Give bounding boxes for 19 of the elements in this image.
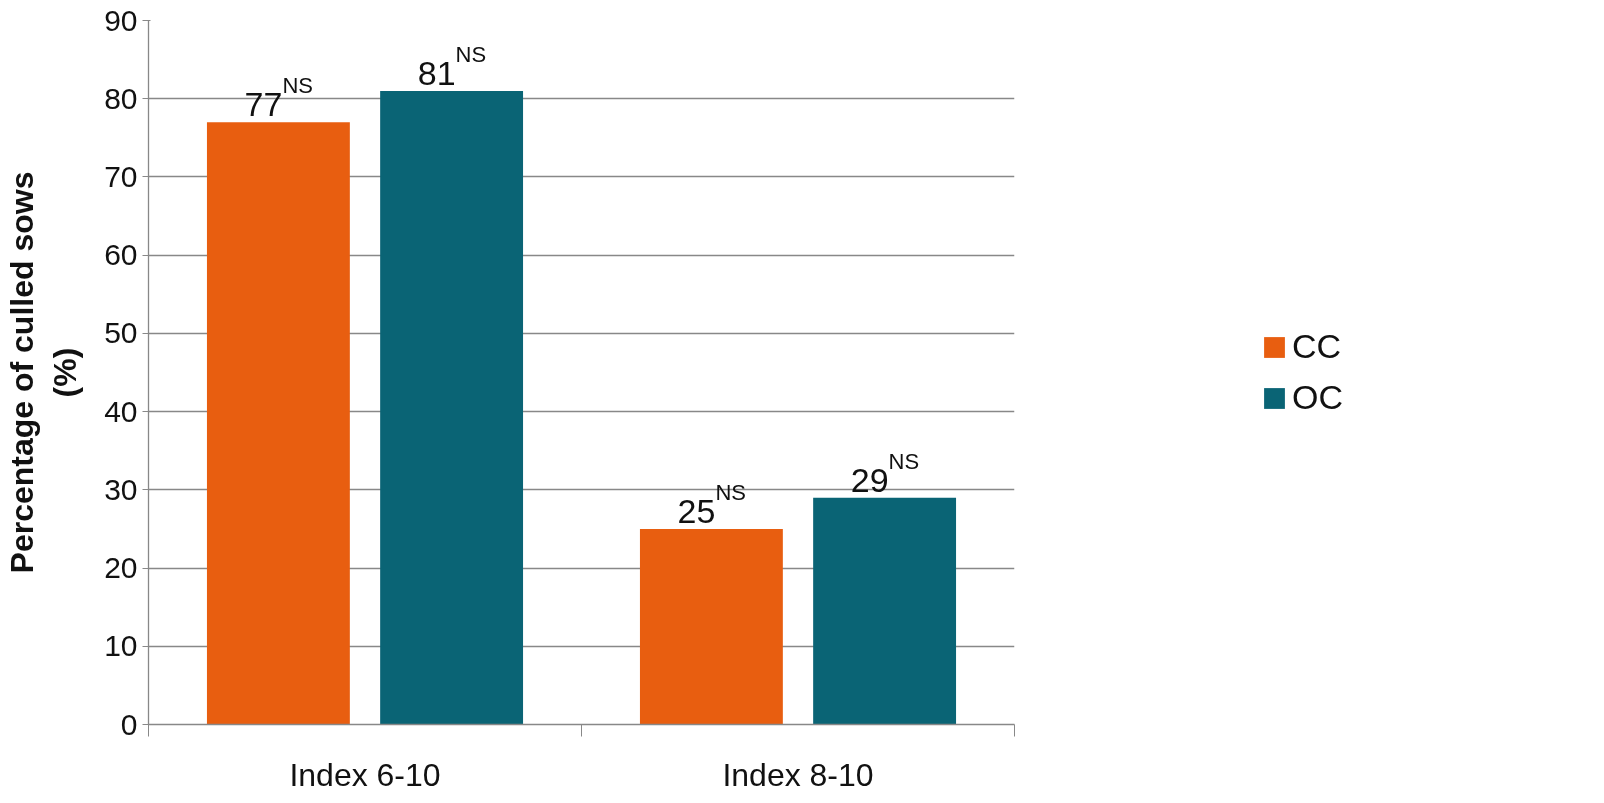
bar [206, 122, 350, 725]
y-tick-label: 30 [104, 472, 138, 506]
y-tick-label: 50 [104, 316, 138, 350]
bar [639, 528, 783, 725]
y-tick-label: 80 [104, 81, 138, 115]
y-tick-label: 70 [104, 159, 138, 193]
bar [813, 497, 957, 725]
y-tick-label: 10 [104, 629, 138, 663]
y-tick-label: 20 [104, 551, 138, 585]
y-tick-label: 60 [104, 238, 138, 272]
bar [380, 90, 524, 725]
y-tick-label: 0 [120, 707, 138, 741]
y-tick-label: 40 [104, 394, 138, 428]
x-tick-label: Index 6-10 [289, 756, 441, 793]
y-axis-title: Percentage of culled sows (%) [3, 171, 84, 574]
y-tick-label: 90 [104, 3, 138, 37]
x-tick-label: Index 8-10 [722, 756, 874, 793]
legend-label: CC [1292, 327, 1342, 366]
legend-label: OC [1292, 378, 1343, 417]
